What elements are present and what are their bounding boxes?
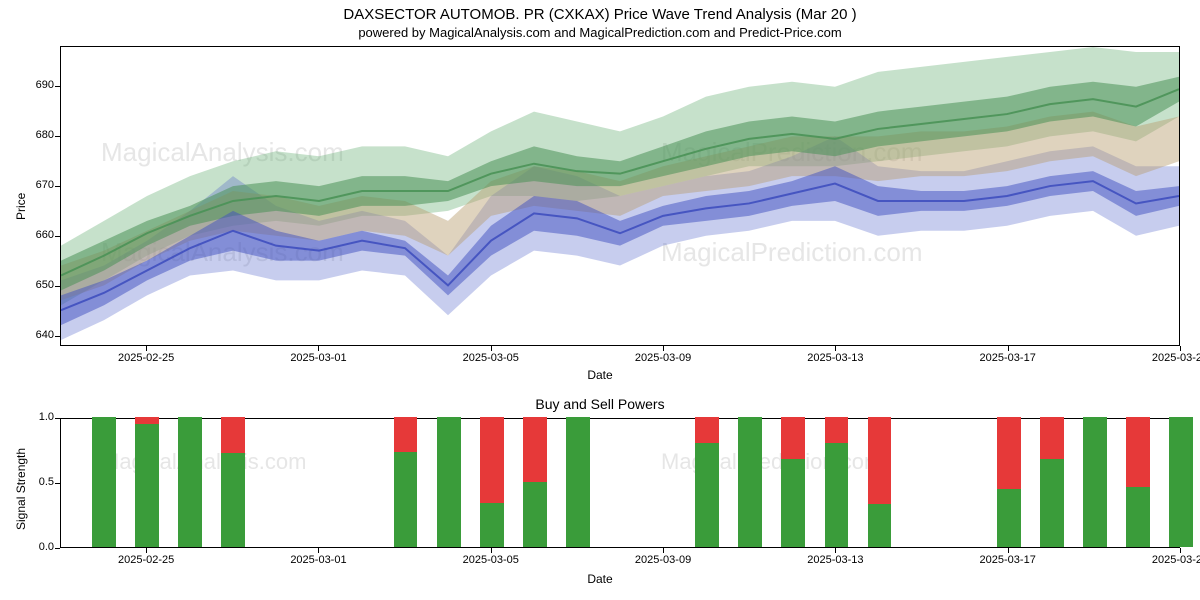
chart-container: DAXSECTOR AUTOMOB. PR (CXKAX) Price Wave… bbox=[0, 0, 1200, 600]
ytick-label: 0.0 bbox=[28, 541, 54, 553]
signal-bar bbox=[695, 417, 719, 547]
xtick-label: 2025-03-05 bbox=[463, 554, 519, 566]
buy-bar bbox=[135, 424, 159, 548]
buy-bar bbox=[221, 453, 245, 547]
sell-bar bbox=[1040, 417, 1064, 459]
ytick-label: 1.0 bbox=[28, 411, 54, 423]
signal-bar bbox=[825, 417, 849, 547]
buy-bar bbox=[868, 504, 892, 547]
signal-bar bbox=[1126, 417, 1150, 547]
buy-bar bbox=[738, 417, 762, 547]
sell-bar bbox=[523, 417, 547, 482]
xtick-label: 2025-02-25 bbox=[118, 352, 174, 364]
signal-bar bbox=[523, 417, 547, 547]
buy-bar bbox=[437, 417, 461, 547]
price-chart-ylabel: Price bbox=[14, 193, 28, 220]
signal-bar bbox=[566, 417, 590, 547]
buy-bar bbox=[695, 443, 719, 547]
signal-bar bbox=[178, 417, 202, 547]
ytick-label: 650 bbox=[22, 279, 54, 291]
ytick-label: 0.5 bbox=[28, 476, 54, 488]
xtick-label: 2025-02-25 bbox=[118, 554, 174, 566]
signal-bar bbox=[1083, 417, 1107, 547]
xtick-label: 2025-03-09 bbox=[635, 554, 691, 566]
sell-bar bbox=[868, 417, 892, 504]
xtick-label: 2025-03-01 bbox=[290, 554, 346, 566]
signal-bar bbox=[394, 417, 418, 547]
signal-chart-title: Buy and Sell Powers bbox=[520, 396, 680, 412]
buy-bar bbox=[997, 489, 1021, 548]
buy-bar bbox=[1169, 417, 1193, 547]
price-chart: MagicalAnalysis.com MagicalPrediction.co… bbox=[60, 46, 1180, 346]
xtick-label: 2025-03-13 bbox=[807, 554, 863, 566]
xtick-label: 2025-03-21 bbox=[1152, 352, 1200, 364]
ytick-label: 640 bbox=[22, 329, 54, 341]
price-chart-xlabel: Date bbox=[560, 368, 640, 382]
sell-bar bbox=[825, 417, 849, 443]
ytick-label: 660 bbox=[22, 229, 54, 241]
buy-bar bbox=[394, 452, 418, 547]
ytick-label: 690 bbox=[22, 79, 54, 91]
signal-bar bbox=[92, 417, 116, 547]
chart-subtitle: powered by MagicalAnalysis.com and Magic… bbox=[0, 25, 1200, 40]
xtick-label: 2025-03-09 bbox=[635, 352, 691, 364]
signal-bar bbox=[1040, 417, 1064, 547]
title-block: DAXSECTOR AUTOMOB. PR (CXKAX) Price Wave… bbox=[0, 0, 1200, 40]
signal-bar bbox=[135, 417, 159, 547]
buy-bar bbox=[1040, 459, 1064, 547]
sell-bar bbox=[1126, 417, 1150, 487]
signal-chart: MagicalAnalysis.com MagicalPrediction.co… bbox=[60, 418, 1180, 548]
signal-chart-plot bbox=[61, 419, 1179, 547]
price-chart-plot bbox=[61, 47, 1179, 345]
signal-bar bbox=[1169, 417, 1193, 547]
sell-bar bbox=[695, 417, 719, 443]
ytick-label: 670 bbox=[22, 179, 54, 191]
signal-bar bbox=[997, 417, 1021, 547]
buy-bar bbox=[825, 443, 849, 547]
xtick-label: 2025-03-13 bbox=[807, 352, 863, 364]
signal-bar bbox=[738, 417, 762, 547]
buy-bar bbox=[92, 417, 116, 547]
buy-bar bbox=[1083, 417, 1107, 547]
signal-bar bbox=[221, 417, 245, 547]
sell-bar bbox=[394, 417, 418, 452]
sell-bar bbox=[781, 417, 805, 459]
chart-title: DAXSECTOR AUTOMOB. PR (CXKAX) Price Wave… bbox=[0, 6, 1200, 23]
xtick-label: 2025-03-17 bbox=[980, 554, 1036, 566]
ytick-label: 680 bbox=[22, 129, 54, 141]
signal-chart-ylabel: Signal Strength bbox=[14, 448, 28, 530]
sell-bar bbox=[480, 417, 504, 503]
signal-bar bbox=[437, 417, 461, 547]
xtick-label: 2025-03-01 bbox=[290, 352, 346, 364]
signal-bar bbox=[781, 417, 805, 547]
buy-bar bbox=[178, 417, 202, 547]
buy-bar bbox=[566, 417, 590, 547]
signal-bar bbox=[480, 417, 504, 547]
xtick-label: 2025-03-05 bbox=[463, 352, 519, 364]
signal-bar bbox=[868, 417, 892, 547]
sell-bar bbox=[997, 417, 1021, 489]
xtick-label: 2025-03-17 bbox=[980, 352, 1036, 364]
buy-bar bbox=[480, 503, 504, 547]
buy-bar bbox=[781, 459, 805, 547]
signal-chart-xlabel: Date bbox=[560, 572, 640, 586]
sell-bar bbox=[221, 417, 245, 453]
buy-bar bbox=[1126, 487, 1150, 547]
buy-bar bbox=[523, 482, 547, 547]
xtick-label: 2025-03-21 bbox=[1152, 554, 1200, 566]
